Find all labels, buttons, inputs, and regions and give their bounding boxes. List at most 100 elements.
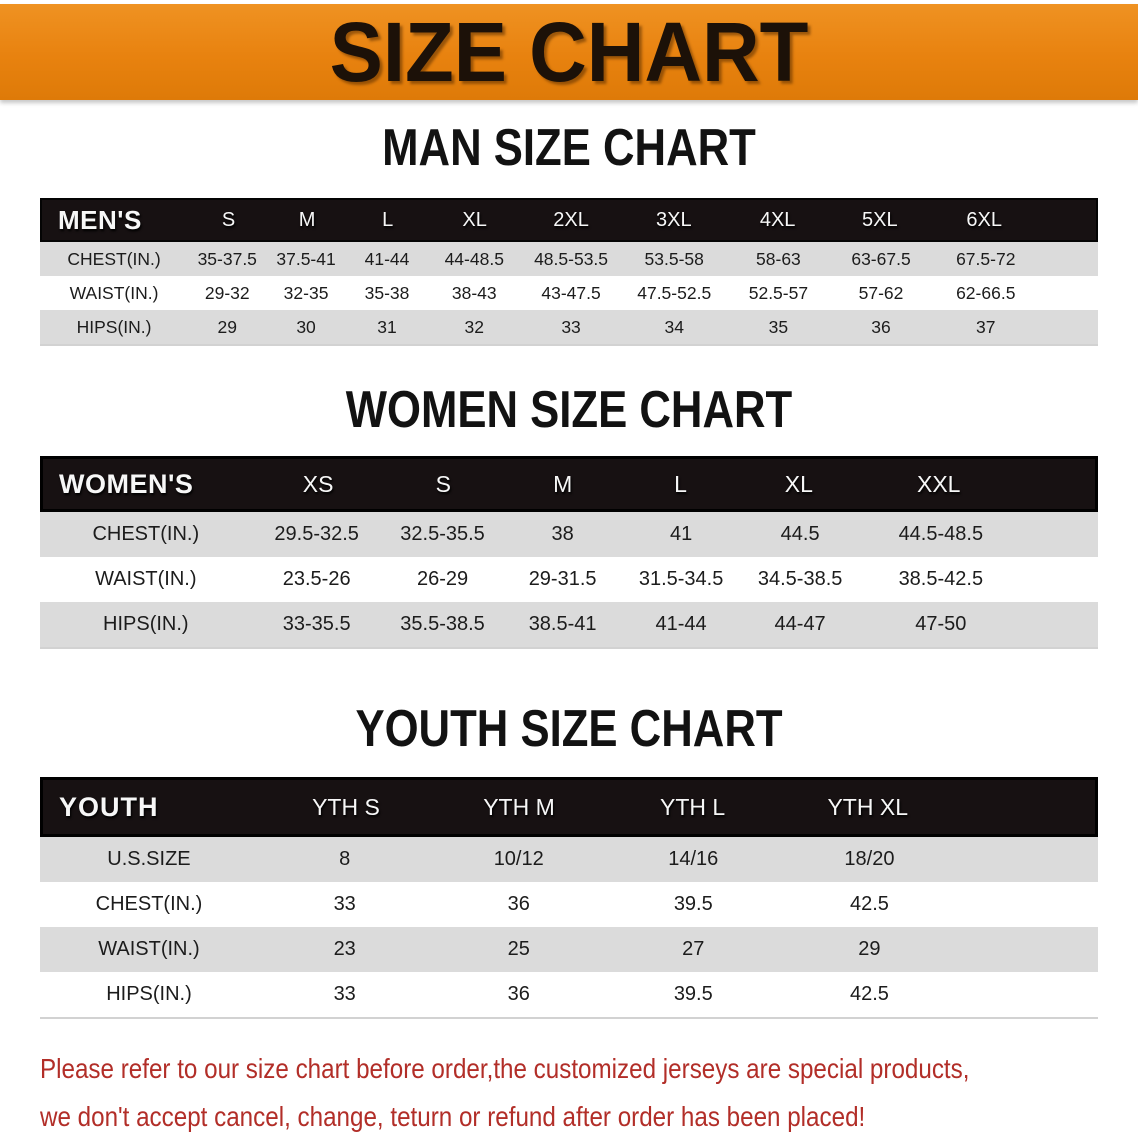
- table-row: HIPS(IN.) 29 30 31 32 33 34 35 36 37: [40, 310, 1098, 344]
- size-value: 44-48.5: [444, 248, 504, 269]
- size-value: 33: [561, 316, 581, 337]
- size-value: 35-38: [364, 282, 410, 303]
- row-label: CHEST(IN.): [95, 893, 203, 915]
- row-label: CHEST(IN.): [92, 523, 200, 545]
- table-row: WAIST(IN.) 23 25 27 29: [40, 927, 1098, 972]
- size-value: 41: [669, 523, 693, 545]
- size-value: 29-32: [204, 282, 250, 303]
- banner-title: SIZE CHART: [329, 5, 809, 99]
- size-column-header: YTH S: [312, 793, 380, 820]
- size-value: 8: [339, 848, 351, 870]
- size-value: 38.5-41: [528, 613, 597, 635]
- size-column-header: M: [553, 470, 573, 497]
- size-value: 44.5-48.5: [898, 523, 984, 545]
- size-value: 52.5-57: [748, 282, 809, 303]
- youth-table-header: YOUTH YTH S YTH M YTH L YTH XL: [40, 777, 1098, 837]
- note-line-2: we don't accept cancel, change, teturn o…: [40, 1101, 866, 1132]
- row-label: CHEST(IN.): [67, 248, 161, 269]
- row-label: WAIST(IN.): [98, 938, 200, 960]
- size-column-header: 4XL: [759, 208, 796, 231]
- men-table-body: CHEST(IN.) 35-37.5 37.5-41 41-44 44-48.5 48.5…: [40, 242, 1098, 346]
- size-value: 35.5-38.5: [400, 613, 485, 635]
- table-row: CHEST(IN.) 35-37.5 37.5-41 41-44 44-48.5 48.5…: [40, 242, 1098, 276]
- size-value: 30: [296, 316, 316, 337]
- size-value: 47.5-52.5: [637, 282, 712, 303]
- size-column-header: YTH L: [659, 793, 726, 820]
- men-size-table: MEN'S S M L XL 2XL 3XL 4XL 5XL 6XL CHEST(IN.) 35-37…: [40, 198, 1098, 346]
- size-column-header: 2XL: [553, 208, 589, 231]
- row-label: U.S.SIZE: [107, 848, 191, 870]
- size-chart-banner: SIZE CHART: [0, 4, 1138, 100]
- size-value: 42.5: [849, 893, 889, 915]
- size-value: 47-50: [915, 613, 967, 635]
- table-group-label: MEN'S: [58, 204, 142, 235]
- size-column-header: YTH XL: [827, 793, 908, 820]
- table-row: HIPS(IN.) 33 36 39.5 42.5: [40, 972, 1098, 1017]
- size-value: 27: [682, 938, 705, 960]
- size-value: 63-67.5: [851, 248, 911, 269]
- size-value: 23: [333, 938, 356, 960]
- youth-size-table: YOUTH YTH S YTH M YTH L YTH XL U.S.SIZE 8 10/12…: [40, 777, 1098, 1019]
- size-value: 35: [768, 316, 789, 337]
- size-column-header: XXL: [916, 470, 961, 497]
- women-size-section: WOMEN SIZE CHART WOMEN'S XS S M L XL XXL CHEST(…: [0, 384, 1138, 649]
- size-column-header: 6XL: [966, 208, 1002, 231]
- size-value: 32: [464, 316, 484, 337]
- size-value: 67.5-72: [956, 248, 1016, 269]
- size-value: 29.5-32.5: [274, 523, 359, 545]
- table-group-label: WOMEN'S: [59, 468, 194, 499]
- size-value: 33: [333, 983, 356, 1005]
- women-table-body: CHEST(IN.) 29.5-32.5 32.5-35.5 38 41 44.5 44.5…: [40, 512, 1098, 649]
- size-value: 44-47: [774, 613, 826, 635]
- size-column-header: L: [382, 208, 394, 231]
- women-section-title: WOMEN SIZE CHART: [345, 381, 793, 439]
- note-line-1: Please refer to our size chart before or…: [40, 1053, 970, 1084]
- youth-table-body: U.S.SIZE 8 10/12 14/16 18/20 CHEST(IN.) 33 36 39…: [40, 837, 1098, 1019]
- size-column-header: S: [221, 208, 236, 231]
- size-value: 25: [507, 938, 530, 960]
- size-value: 31.5-34.5: [638, 568, 724, 590]
- size-value: 29: [217, 316, 237, 337]
- size-column-header: 5XL: [862, 208, 898, 231]
- row-label: HIPS(IN.): [106, 983, 192, 1005]
- order-disclaimer-note: Please refer to our size chart before or…: [40, 1045, 1138, 1132]
- women-size-table: WOMEN'S XS S M L XL XXL CHEST(IN.) 29.5-32.5 32.5…: [40, 456, 1098, 649]
- table-row: CHEST(IN.) 33 36 39.5 42.5: [40, 882, 1098, 927]
- size-value: 29: [858, 938, 881, 960]
- size-value: 41-44: [655, 613, 707, 635]
- size-value: 32-35: [283, 282, 329, 303]
- size-value: 33: [333, 893, 356, 915]
- size-value: 37: [976, 316, 996, 337]
- size-value: 43-47.5: [541, 282, 601, 303]
- size-value: 37.5-41: [276, 248, 336, 269]
- size-value: 26-29: [416, 568, 469, 590]
- size-value: 38: [551, 523, 574, 545]
- youth-section-title: YOUTH SIZE CHART: [355, 700, 783, 758]
- size-column-header: XL: [462, 208, 487, 231]
- size-column-header: S: [435, 470, 451, 497]
- table-row: CHEST(IN.) 29.5-32.5 32.5-35.5 38 41 44.5 44.5…: [40, 512, 1098, 557]
- row-label: HIPS(IN.): [76, 316, 152, 337]
- youth-size-section: YOUTH SIZE CHART YOUTH YTH S YTH M YTH L YTH…: [0, 703, 1138, 1019]
- size-value: 34: [664, 316, 684, 337]
- table-row: WAIST(IN.) 29-32 32-35 35-38 38-43 43-47.5 47.…: [40, 276, 1098, 310]
- row-label: WAIST(IN.): [69, 282, 159, 303]
- size-value: 36: [507, 983, 530, 1005]
- size-value: 62-66.5: [956, 282, 1016, 303]
- size-value: 34.5-38.5: [757, 568, 843, 590]
- row-label: HIPS(IN.): [103, 613, 189, 635]
- men-size-section: MAN SIZE CHART MEN'S S M L XL 2XL 3XL 4XL 5XL 6XL…: [0, 122, 1138, 346]
- size-value: 32.5-35.5: [400, 523, 485, 545]
- size-value: 39.5: [673, 983, 713, 1005]
- table-group-label: YOUTH: [59, 791, 159, 822]
- size-value: 44.5: [780, 523, 820, 545]
- men-table-header: MEN'S S M L XL 2XL 3XL 4XL 5XL 6XL: [40, 198, 1098, 242]
- size-column-header: L: [674, 470, 687, 497]
- men-section-title: MAN SIZE CHART: [382, 119, 756, 177]
- size-value: 48.5-53.5: [534, 248, 609, 269]
- size-value: 29-31.5: [528, 568, 597, 590]
- women-table-header: WOMEN'S XS S M L XL XXL: [40, 456, 1098, 512]
- size-value: 41-44: [364, 248, 410, 269]
- size-column-header: YTH M: [483, 793, 555, 820]
- size-value: 36: [871, 316, 891, 337]
